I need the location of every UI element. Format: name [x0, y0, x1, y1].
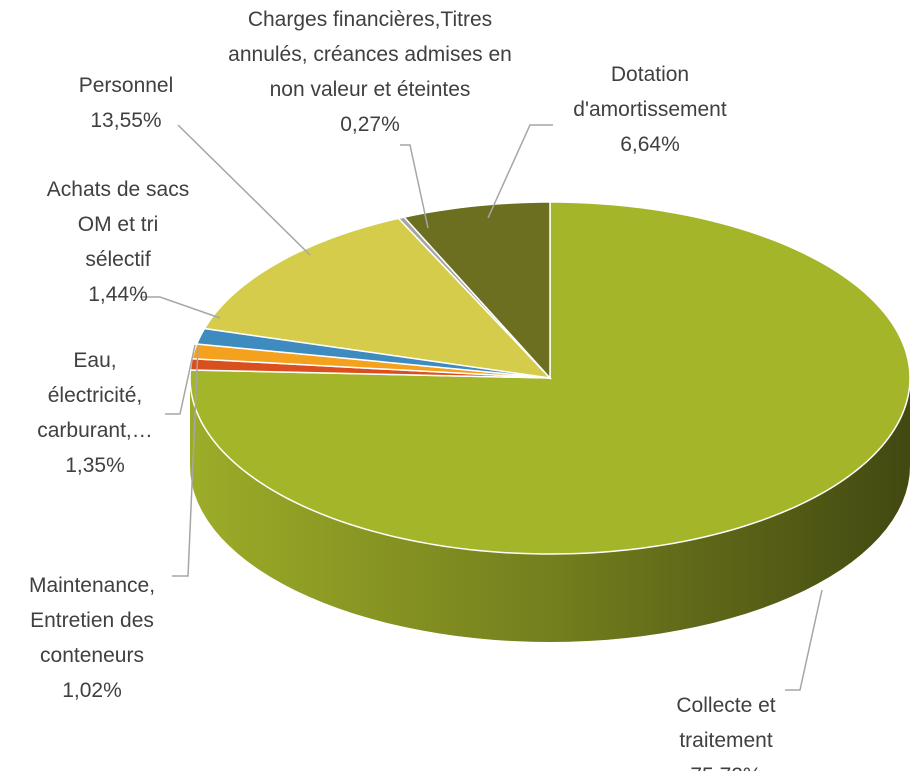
slice-label: Dotation d'amortissement 6,64% [555, 57, 745, 162]
category-label: Maintenance, Entretien des conteneurs [28, 574, 156, 667]
slice [203, 217, 553, 380]
slice-label: Eau, électricité, carburant,… 1,35% [28, 343, 163, 483]
slice-label: Achats de sacs OM et tri sélectif 1,44% [43, 172, 193, 312]
value-label: 13,55% [90, 109, 162, 132]
leader-lines [140, 124, 823, 691]
value-label: 75,72% [651, 758, 801, 771]
slice-side-shade [190, 378, 910, 642]
category-label: Collecte et traitement [676, 694, 776, 752]
slice-label: Personnel 13,55% [56, 68, 196, 138]
slice [402, 201, 551, 380]
category-label: Eau, électricité, carburant,… [37, 349, 153, 442]
category-label: Dotation d'amortissement [573, 63, 727, 121]
slice-label: Charges financières,Titres annulés, créa… [215, 2, 525, 142]
category-label: Achats de sacs OM et tri sélectif [46, 178, 190, 271]
value-label: 1,02% [62, 679, 122, 702]
value-label: 6,64% [620, 133, 680, 156]
value-label: 0,27% [340, 113, 400, 136]
category-label: Charges financières,Titres annulés, créa… [228, 8, 512, 101]
value-label: 1,35% [65, 454, 125, 477]
slice-label: Collecte et traitement 75,72% [651, 688, 801, 771]
slice-label: Maintenance, Entretien des conteneurs 1,0… [5, 568, 180, 708]
category-label: Personnel [78, 74, 174, 97]
value-label: 1,44% [88, 283, 148, 306]
